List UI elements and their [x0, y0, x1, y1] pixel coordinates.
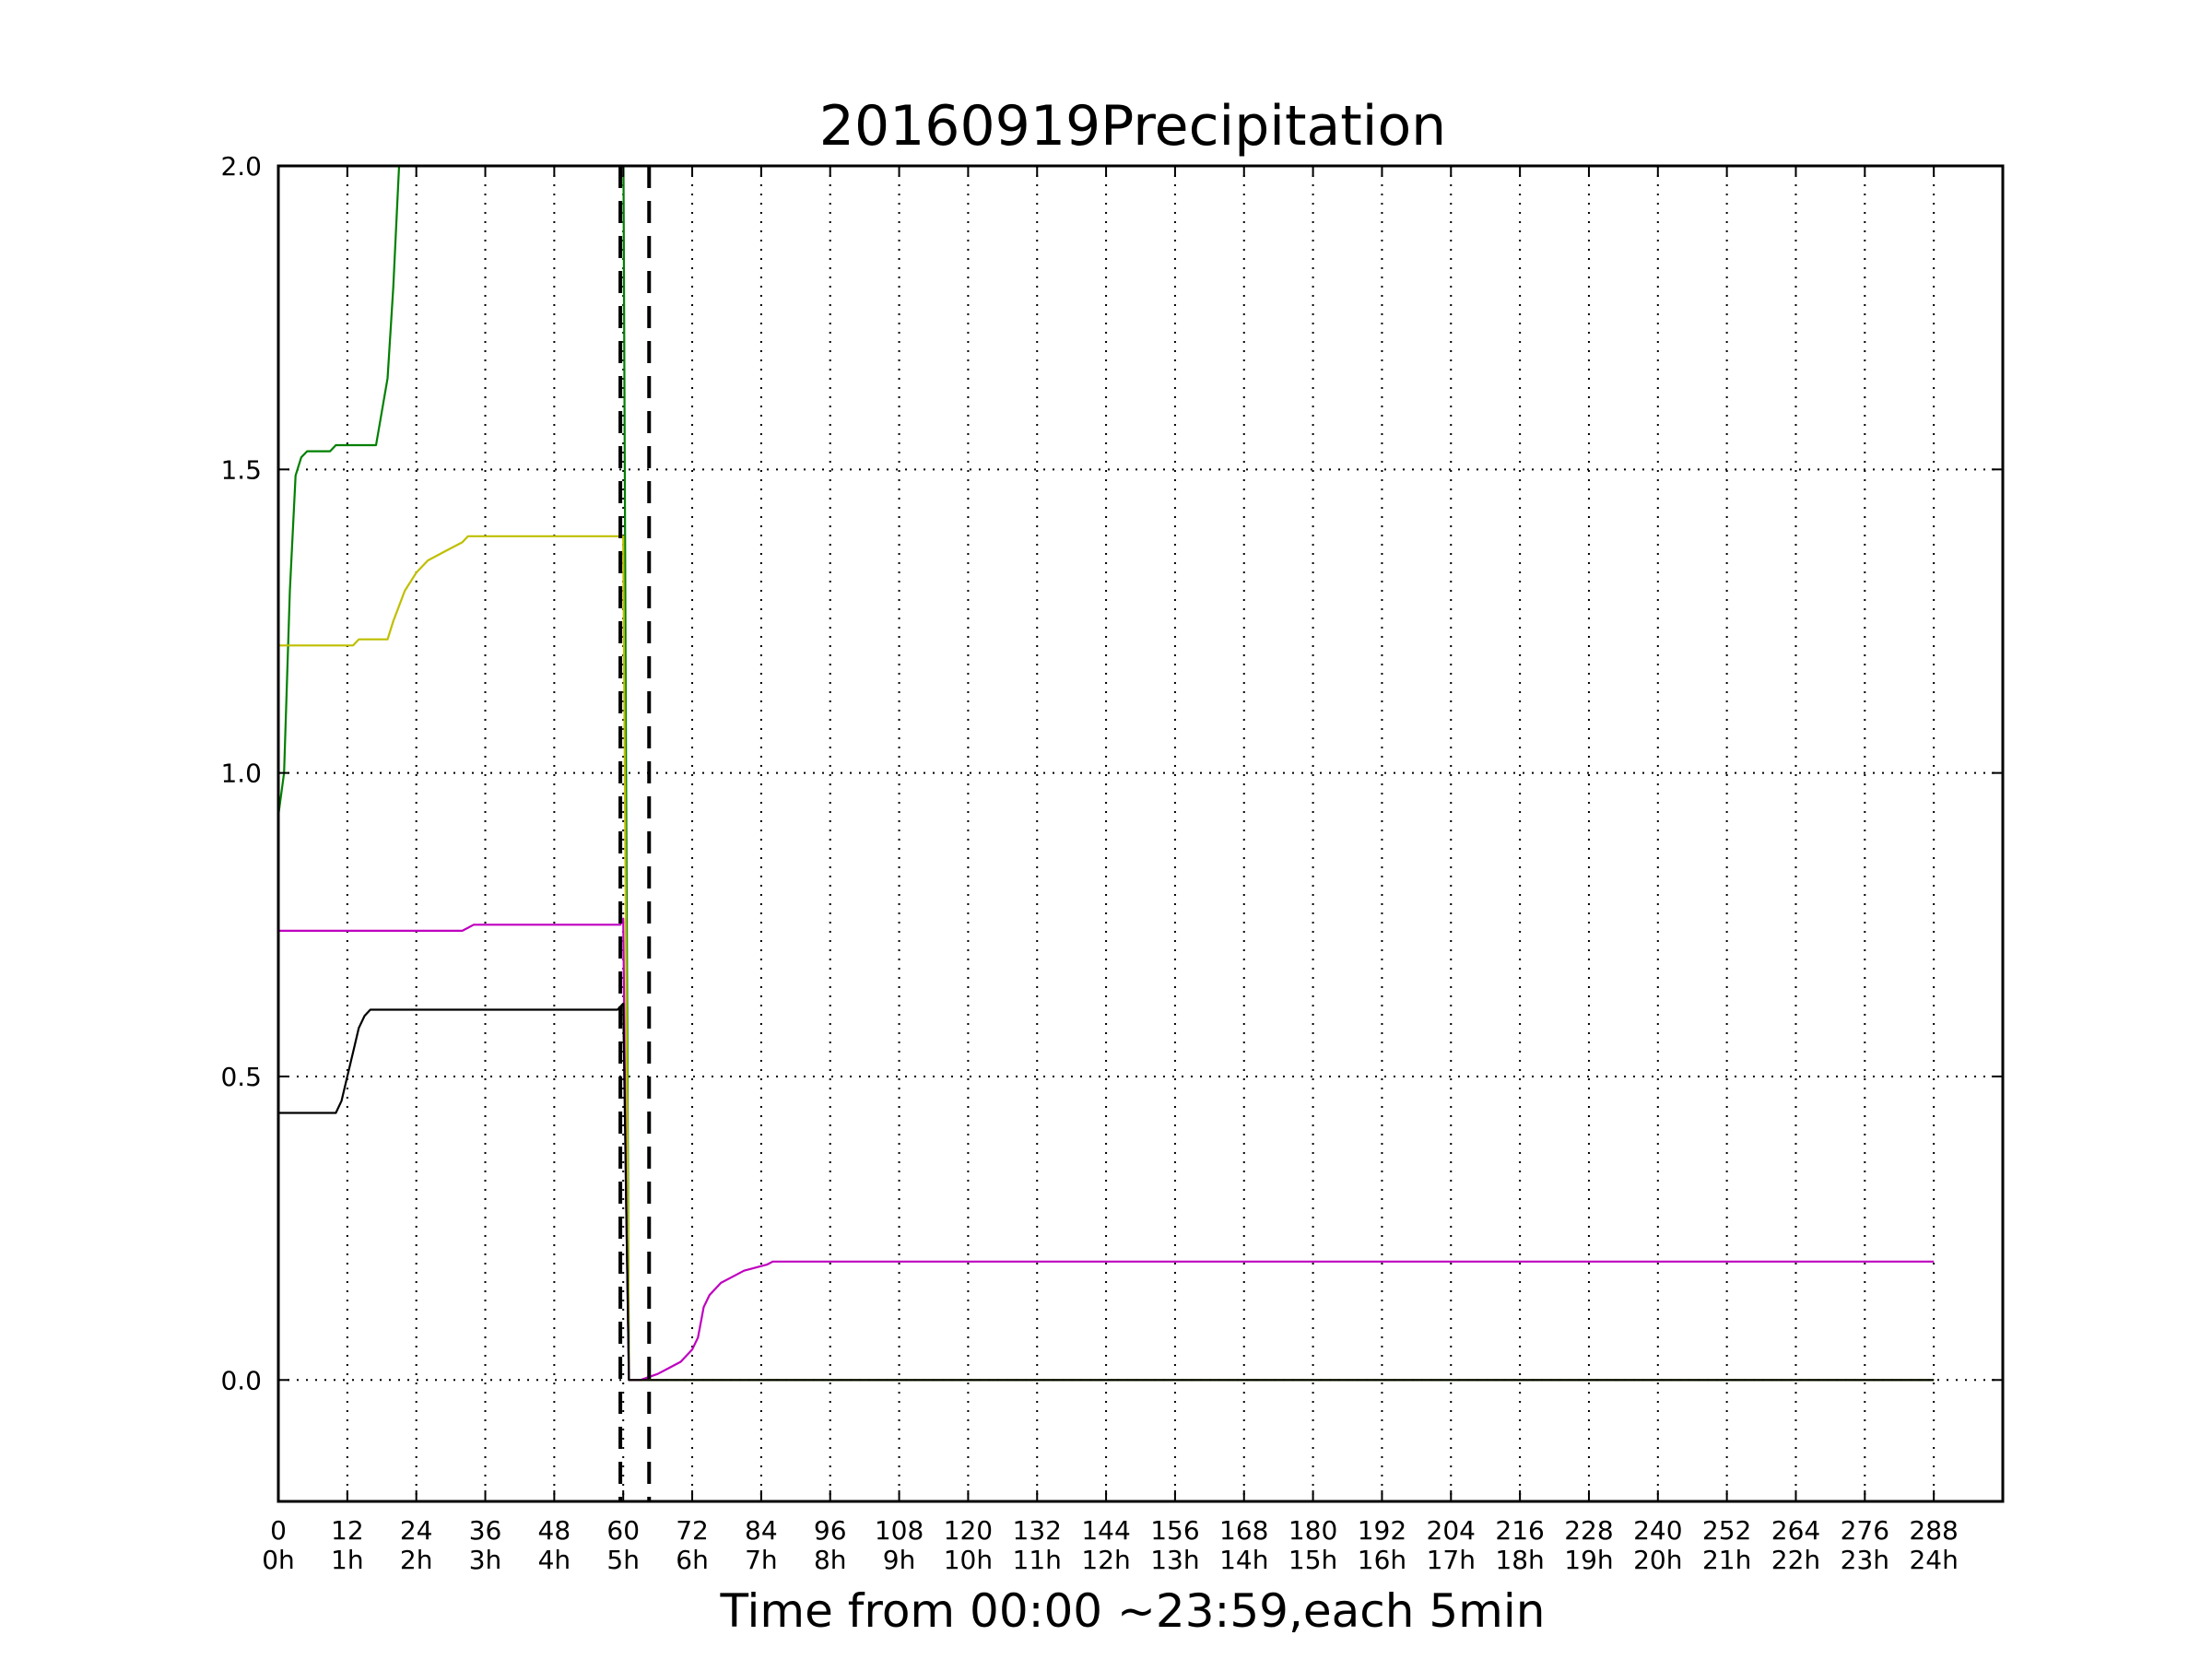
x-tick-sublabel: 1h: [331, 1545, 364, 1575]
x-tick-sublabel: 2h: [400, 1545, 433, 1575]
y-tick-label: 2.0: [220, 151, 262, 182]
y-tick-label: 0.0: [220, 1365, 262, 1395]
x-tick-label: 228: [1564, 1515, 1613, 1546]
series-line-1: [278, 166, 1935, 1382]
vertical-markers: [618, 166, 652, 1501]
x-tick-label: 288: [1909, 1515, 1958, 1546]
x-tick-sublabel: 8h: [814, 1545, 847, 1575]
x-tick-label: 264: [1771, 1515, 1820, 1546]
y-tick-label: 1.5: [220, 454, 262, 485]
x-tick-label: 84: [745, 1515, 778, 1546]
x-tick-sublabel: 4h: [538, 1545, 571, 1575]
x-tick-label: 72: [676, 1515, 709, 1546]
x-tick-sublabel: 5h: [606, 1545, 640, 1575]
series-line-2: [278, 535, 1935, 1382]
x-tick-sublabel: 0h: [262, 1545, 295, 1575]
x-tick-label: 276: [1841, 1515, 1889, 1546]
grid-lines: [277, 165, 2003, 1501]
x-tick-label: 180: [1288, 1515, 1337, 1546]
x-tick-sublabel: 7h: [745, 1545, 778, 1575]
x-tick-label: 96: [814, 1515, 847, 1546]
x-tick-label: 60: [606, 1515, 640, 1546]
x-tick-label: 24: [400, 1515, 433, 1546]
series-line-4: [278, 1002, 1935, 1382]
x-tick-label: 216: [1495, 1515, 1544, 1546]
x-tick-sublabel: 14h: [1219, 1545, 1268, 1575]
x-tick-sublabel: 20h: [1633, 1545, 1682, 1575]
x-tick-label: 240: [1633, 1515, 1682, 1546]
x-tick-label: 36: [469, 1515, 502, 1546]
x-tick-sublabel: 9h: [883, 1545, 916, 1575]
chart-title: 20160919Precipitation: [819, 94, 1446, 159]
x-tick-label: 156: [1150, 1515, 1199, 1546]
x-tick-sublabel: 13h: [1150, 1545, 1199, 1575]
x-tick-sublabel: 17h: [1427, 1545, 1476, 1575]
x-tick-label: 252: [1702, 1515, 1751, 1546]
x-tick-sublabel: 10h: [944, 1545, 993, 1575]
x-tick-sublabel: 19h: [1564, 1545, 1613, 1575]
x-tick-sublabel: 22h: [1771, 1545, 1820, 1575]
x-tick-sublabel: 24h: [1909, 1545, 1958, 1575]
x-tick-sublabel: 3h: [469, 1545, 502, 1575]
x-tick-sublabel: 12h: [1081, 1545, 1130, 1575]
x-tick-sublabel: 6h: [676, 1545, 709, 1575]
y-tick-label: 0.5: [220, 1062, 262, 1092]
x-tick-sublabel: 16h: [1358, 1545, 1406, 1575]
x-tick-sublabel: 23h: [1841, 1545, 1889, 1575]
plot-frame: [276, 164, 2005, 1503]
x-tick-sublabel: 11h: [1013, 1545, 1062, 1575]
x-tick-label: 132: [1013, 1515, 1062, 1546]
x-tick-label: 108: [875, 1515, 924, 1546]
y-axis-ticks: 0.0 0.5 1.0 1.5 2.0: [220, 151, 2003, 1395]
x-tick-label: 168: [1219, 1515, 1268, 1546]
x-tick-label: 0: [270, 1515, 287, 1546]
y-tick-label: 1.0: [220, 759, 262, 789]
x-tick-label: 12: [331, 1515, 364, 1546]
x-tick-label: 48: [538, 1515, 571, 1546]
x-tick-sublabel: 18h: [1495, 1545, 1544, 1575]
x-tick-label: 204: [1427, 1515, 1476, 1546]
x-tick-label: 120: [944, 1515, 993, 1546]
x-axis-label: Time from 00:00 ~23:59,each 5min: [720, 1584, 1546, 1638]
x-tick-label: 192: [1358, 1515, 1406, 1546]
x-tick-label: 144: [1081, 1515, 1130, 1546]
x-tick-sublabel: 15h: [1288, 1545, 1337, 1575]
x-tick-sublabel: 21h: [1702, 1545, 1751, 1575]
